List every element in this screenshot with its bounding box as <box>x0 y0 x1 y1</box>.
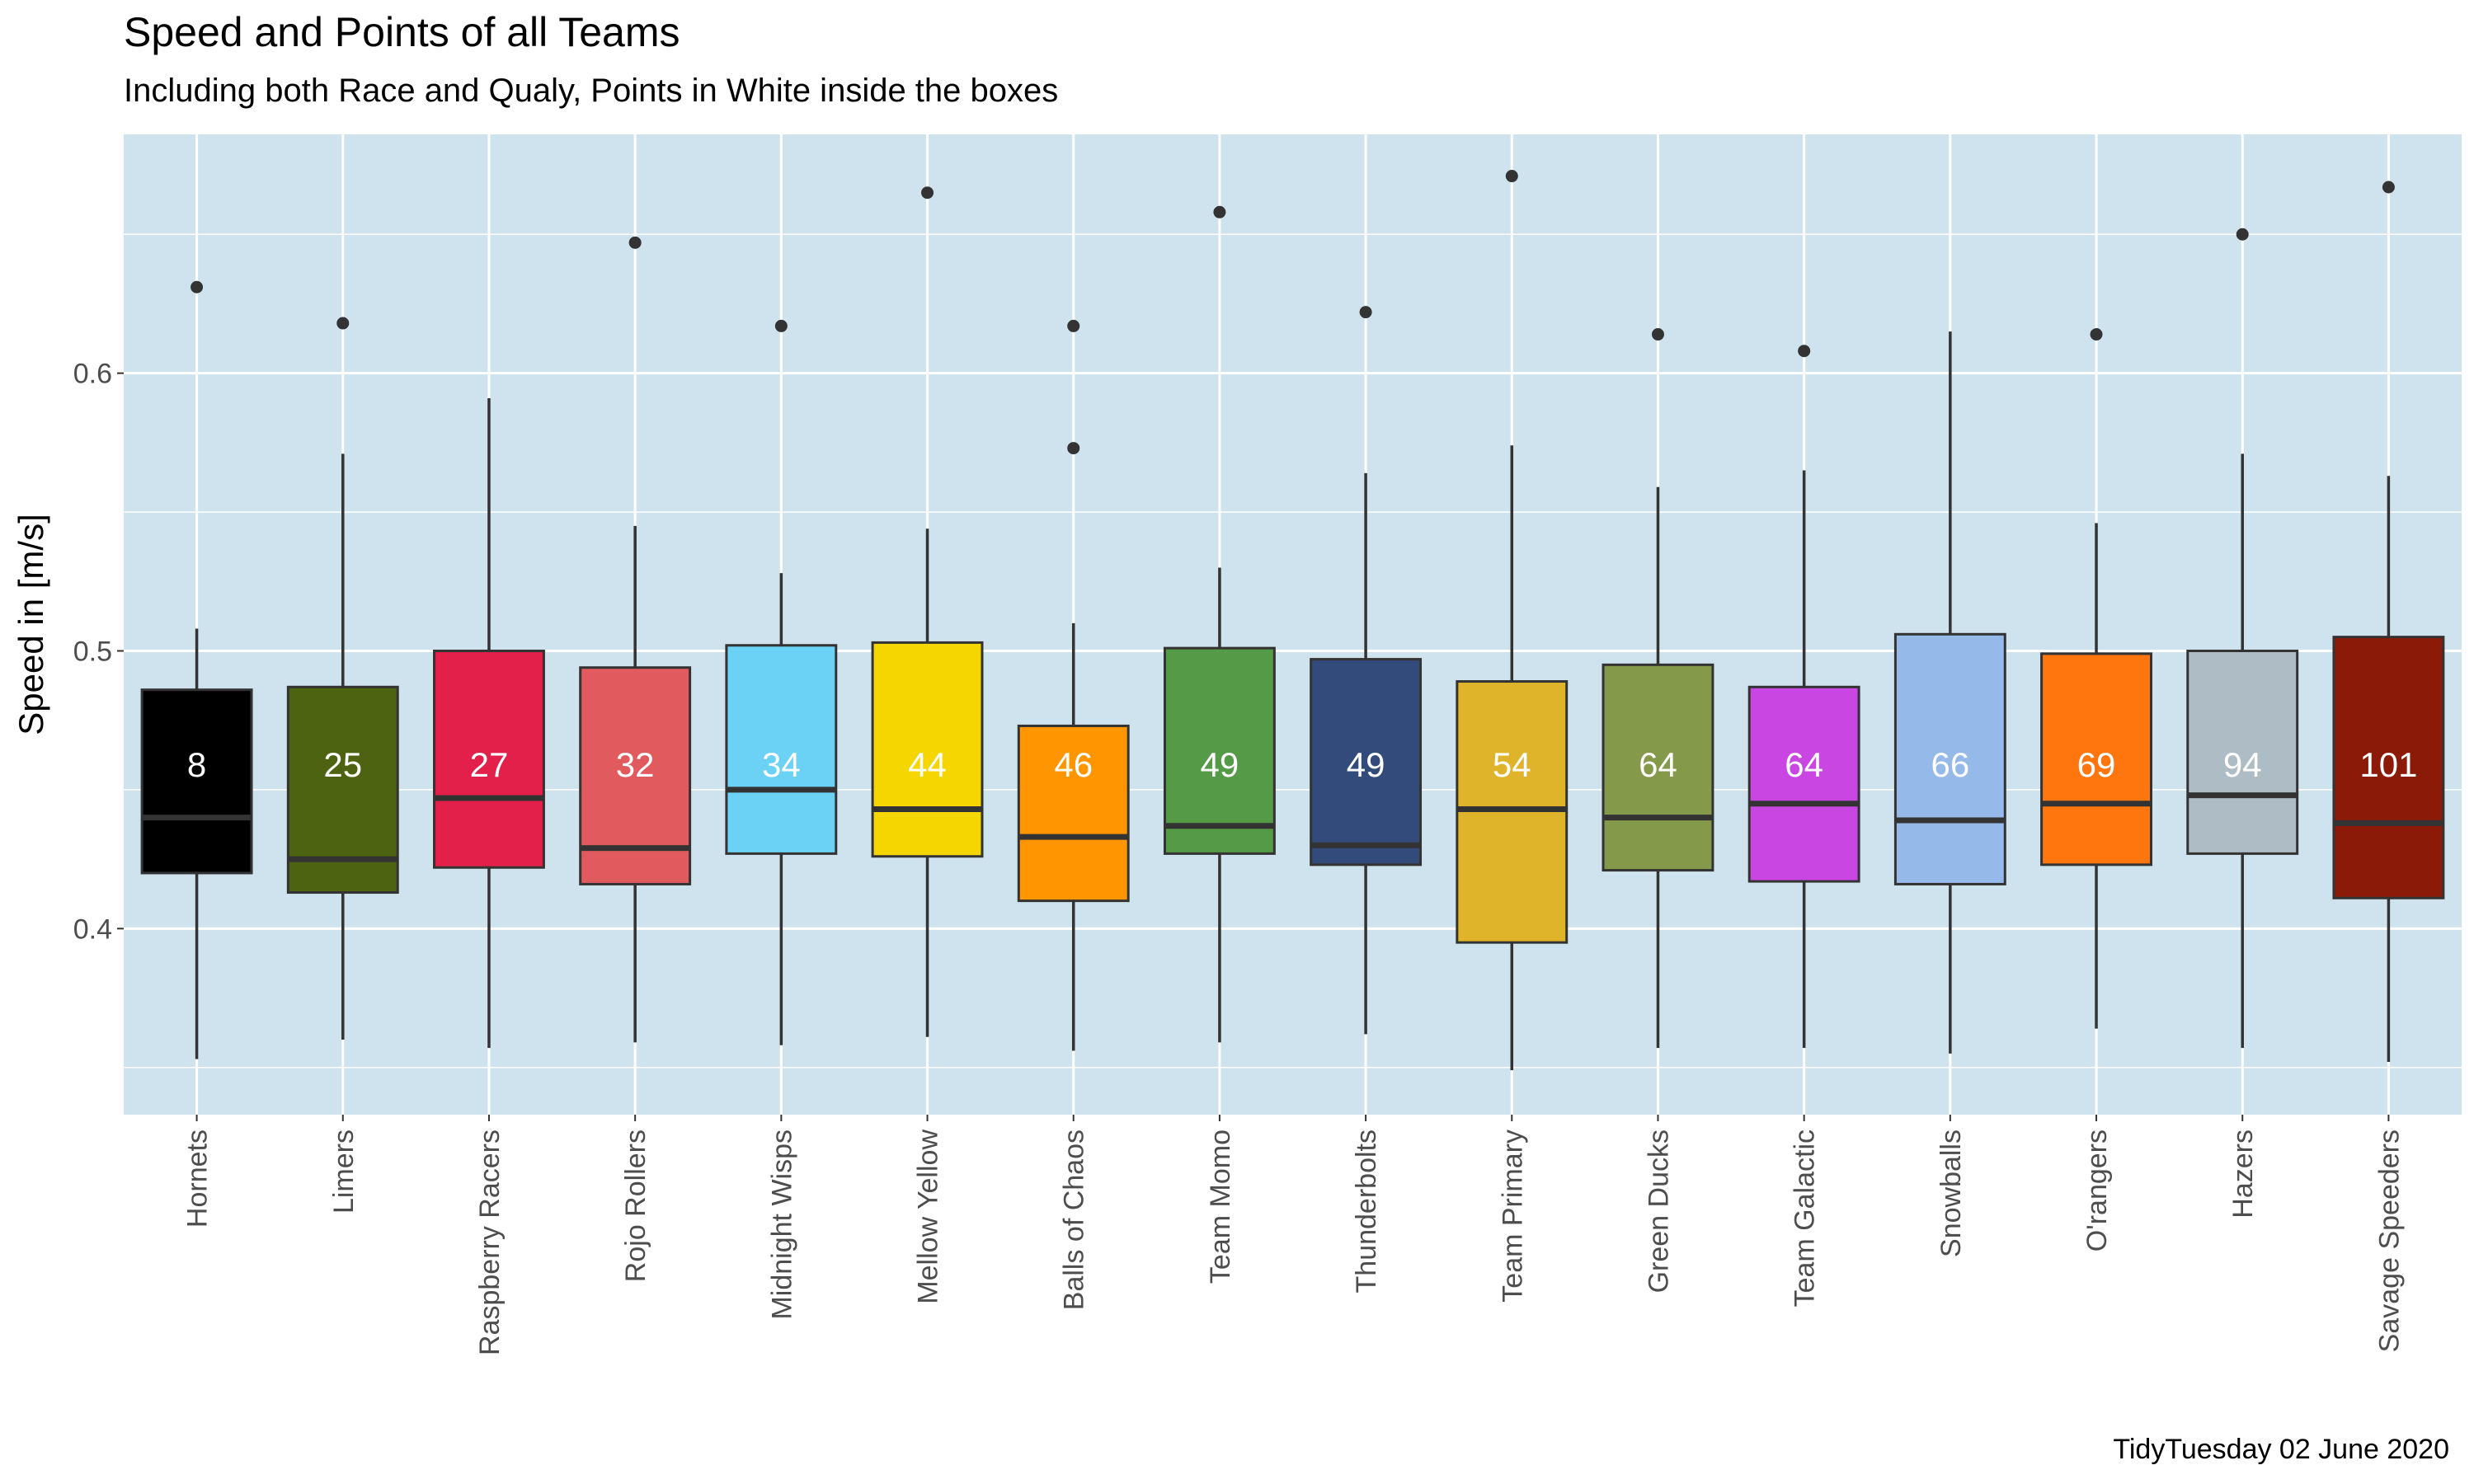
points-label: 32 <box>616 745 655 784</box>
x-tick-label: Team Primary <box>1497 1129 1528 1303</box>
outlier-point <box>336 317 350 330</box>
points-label: 49 <box>1347 745 1385 784</box>
outlier-point <box>1505 170 1518 183</box>
x-tick-label: Team Galactic <box>1790 1129 1821 1307</box>
points-label: 49 <box>1201 745 1239 784</box>
box-body <box>1310 658 1423 866</box>
box-body <box>1163 646 1276 855</box>
outlier-point <box>1359 306 1372 319</box>
outlier-point <box>1798 345 1811 358</box>
points-label: 8 <box>187 745 206 784</box>
points-label: 101 <box>2359 745 2417 784</box>
box-body <box>140 688 253 875</box>
outlier-point <box>1213 205 1226 218</box>
x-tick-label: Green Ducks <box>1643 1129 1674 1293</box>
x-tick-label: Midnight Wisps <box>766 1129 797 1320</box>
box-14: 94 <box>2186 228 2299 1049</box>
x-tick-label: Limers <box>328 1129 360 1214</box>
points-label: 64 <box>1785 745 1823 784</box>
box-body <box>1893 632 2006 885</box>
points-label: 44 <box>908 745 947 784</box>
y-axis-title: Speed in [m/s] <box>12 514 50 735</box>
y-tick-label: 0.4 <box>73 913 112 945</box>
box-7: 49 <box>1163 205 1276 1043</box>
box-5: 44 <box>871 186 984 1037</box>
outlier-point <box>921 186 934 200</box>
x-tick-label: O'rangers <box>2081 1129 2113 1252</box>
y-tick-label: 0.5 <box>73 636 112 667</box>
chart-title: Speed and Points of all Teams <box>124 9 680 55</box>
box-body <box>2040 652 2152 866</box>
points-label: 27 <box>470 745 509 784</box>
box-12: 66 <box>1893 331 2006 1054</box>
box-0: 8 <box>140 280 253 1059</box>
outlier-point <box>190 280 204 294</box>
chart-caption: TidyTuesday 02 June 2020 <box>2113 1434 2449 1465</box>
box-3: 32 <box>579 236 692 1043</box>
points-label: 54 <box>1493 745 1531 784</box>
box-8: 49 <box>1310 306 1423 1035</box>
box-body <box>1017 724 1130 903</box>
x-tick-label: Thunderbolts <box>1351 1129 1382 1293</box>
box-11: 64 <box>1747 345 1860 1049</box>
box-4: 34 <box>725 319 838 1045</box>
box-body <box>1602 663 1714 872</box>
outlier-point <box>2382 181 2395 194</box>
points-label: 69 <box>2077 745 2116 784</box>
outlier-point <box>1067 442 1080 455</box>
outlier-point <box>628 236 642 249</box>
outlier-point <box>2236 228 2249 241</box>
box-body <box>725 644 838 855</box>
x-tick-label: Savage Speeders <box>2373 1129 2405 1352</box>
box-15: 101 <box>2332 181 2445 1063</box>
box-6: 46 <box>1017 319 1130 1051</box>
points-label: 94 <box>2223 745 2262 784</box>
plot-panel <box>124 134 2462 1115</box>
box-1: 25 <box>286 317 399 1040</box>
outlier-point <box>1651 328 1664 341</box>
box-body <box>433 649 545 869</box>
x-tick-label: Snowballs <box>1935 1129 1967 1257</box>
box-10: 64 <box>1602 328 1714 1049</box>
x-tick-label: Hazers <box>2227 1129 2259 1219</box>
x-tick-label: Mellow Yellow <box>913 1129 944 1304</box>
box-body <box>2332 636 2445 899</box>
box-body <box>871 641 984 858</box>
outlier-point <box>2090 328 2103 341</box>
x-tick-label: Hornets <box>182 1129 214 1228</box>
y-tick-label: 0.6 <box>73 359 112 390</box>
box-body <box>2186 649 2299 855</box>
points-label: 66 <box>1931 745 1969 784</box>
points-label: 34 <box>762 745 801 784</box>
box-13: 69 <box>2040 328 2152 1029</box>
points-label: 46 <box>1054 745 1093 784</box>
outlier-point <box>1067 319 1080 332</box>
x-tick-label: Balls of Chaos <box>1059 1129 1090 1310</box>
x-tick-label: Raspberry Racers <box>474 1129 506 1355</box>
points-label: 64 <box>1639 745 1677 784</box>
points-label: 25 <box>323 745 362 784</box>
x-tick-label: Rojo Rollers <box>620 1129 651 1282</box>
box-2: 27 <box>433 397 545 1049</box>
outlier-point <box>774 319 788 332</box>
chart-subtitle: Including both Race and Qualy, Points in… <box>124 73 1059 109</box>
box-body <box>1747 685 1860 883</box>
x-tick-label: Team Momo <box>1205 1129 1236 1284</box>
box-9: 54 <box>1456 170 1569 1071</box>
